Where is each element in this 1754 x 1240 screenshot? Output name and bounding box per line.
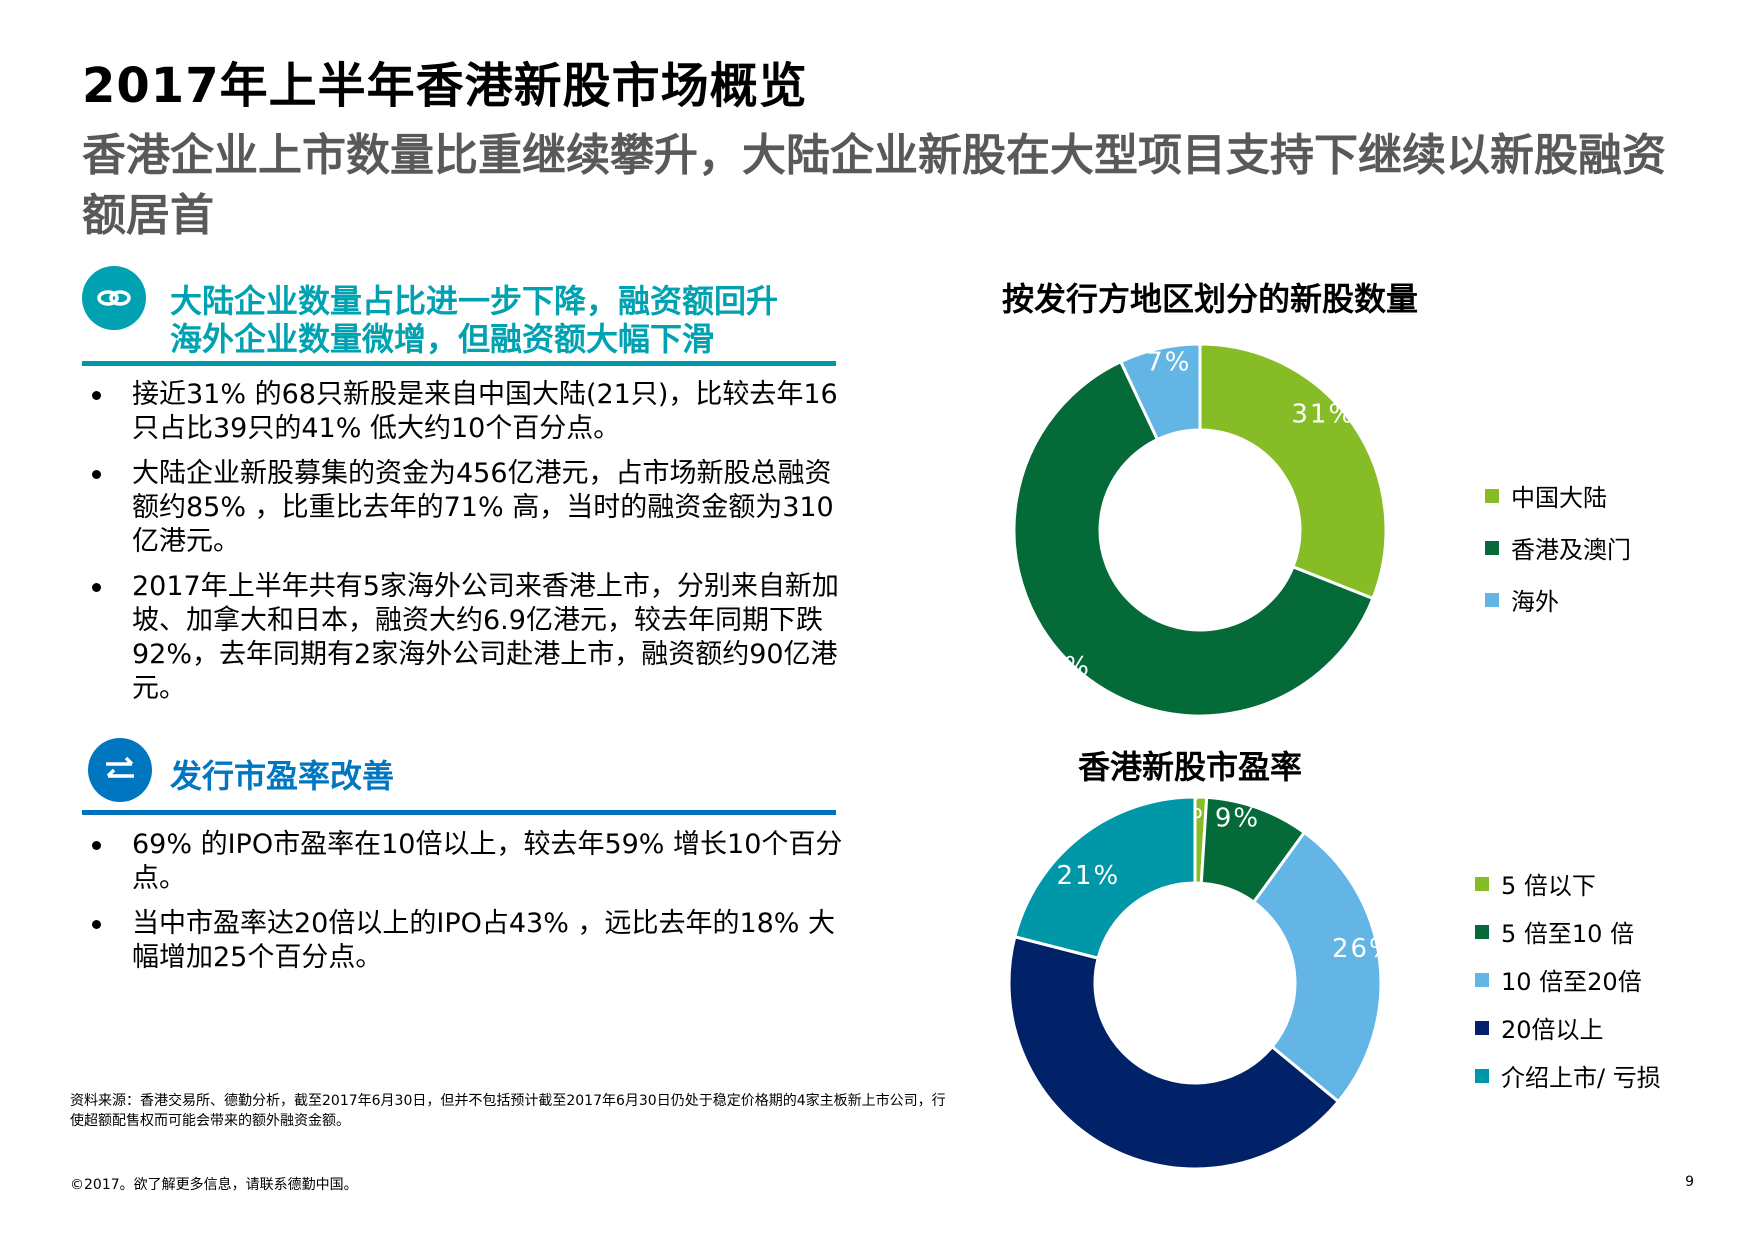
chart2-legend: 5 倍以下 5 倍至10 倍 10 倍至20倍 20倍以上介绍上市/ 亏损: [1475, 866, 1661, 1106]
page-number: 9: [1685, 1174, 1694, 1190]
slice-label: 7%: [1146, 347, 1191, 377]
pe-ratio-donut-chart: 1%9%26%43%21%: [1007, 795, 1395, 1183]
section2-bullet-list: 69% 的IPO市盈率在10倍以上，较去年59% 增长10个百分点。 当中市盈率…: [88, 828, 848, 986]
page-title: 2017年上半年香港新股市场概览: [82, 58, 808, 114]
legend-swatch: [1475, 876, 1489, 891]
swap-arrows-icon-glyph: [106, 756, 134, 778]
legend-swatch: [1475, 1020, 1489, 1035]
legend-label: 10 倍至20倍: [1501, 968, 1642, 996]
legend-item: 10 倍至20倍: [1475, 962, 1661, 997]
section1-heading-line2: 海外企业数量微增，但融资额大幅下滑: [170, 320, 715, 358]
donut-slice: [1007, 934, 1341, 1171]
donut-slice: [1118, 342, 1202, 442]
legend-label: 20倍以上: [1501, 1016, 1604, 1044]
list-item: 大陆企业新股募集的资金为456亿港元，占市场新股总融资额约85% ，比重比去年的…: [88, 457, 848, 559]
section1-heading-line1: 大陆企业数量占比进一步下降，融资额回升: [170, 282, 779, 320]
legend-label: 介绍上市/ 亏损: [1501, 1064, 1661, 1092]
section1-divider: [82, 361, 836, 366]
list-item: 69% 的IPO市盈率在10倍以上，较去年59% 增长10个百分点。: [88, 828, 848, 896]
chart2-title: 香港新股市盈率: [1077, 748, 1302, 786]
legend-label: 中国大陆: [1511, 484, 1607, 512]
legend-label: 5 倍至10 倍: [1501, 920, 1635, 948]
section1-heading: 大陆企业数量占比进一步下降，融资额回升 海外企业数量微增，但融资额大幅下滑: [170, 282, 778, 358]
legend-item: 介绍上市/ 亏损: [1475, 1058, 1661, 1093]
list-item: 2017年上半年共有5家海外公司来香港上市，分别来自新加坡、加拿大和日本，融资大…: [88, 570, 848, 706]
chart1-title: 按发行方地区划分的新股数量: [1001, 280, 1418, 318]
list-item: 接近31% 的68只新股是来自中国大陆(21只)，比较去年16只占比39只的41…: [88, 378, 848, 446]
copyright-footer: ©2017。欲了解更多信息，请联系德勤中国。: [70, 1177, 358, 1193]
page-subtitle: 香港企业上市数量比重继续攀升，大陆企业新股在大型项目支持下继续以新股融资额居首: [82, 130, 1666, 241]
slice-label: 9%: [1215, 803, 1260, 833]
section2-divider: [82, 810, 836, 815]
legend-swatch: [1475, 972, 1489, 987]
list-item: 当中市盈率达20倍以上的IPO占43% ，远比去年的18% 大幅增加25个百分点…: [88, 907, 848, 975]
section1-bullet-list: 接近31% 的68只新股是来自中国大陆(21只)，比较去年16只占比39只的41…: [88, 378, 848, 717]
slice-label: 26%: [1332, 934, 1395, 964]
donut-slice: [1198, 342, 1388, 601]
legend-label: 香港及澳门: [1511, 536, 1631, 564]
slice-label: 62%: [1027, 652, 1091, 682]
donut-slice: [1013, 795, 1197, 960]
legend-item: 5 倍至10 倍: [1475, 914, 1661, 949]
link-icon: [82, 266, 146, 330]
legend-swatch: [1475, 1068, 1489, 1083]
legend-swatch: [1485, 488, 1499, 503]
legend-label: 5 倍以下: [1501, 872, 1596, 900]
slice-label: 43%: [1097, 1160, 1161, 1183]
source-note: 资料来源：香港交易所、德勤分析，截至2017年6月30日，但并不包括预计截至20…: [70, 1093, 946, 1129]
legend-item: 5 倍以下: [1475, 866, 1661, 901]
slice-label: 31%: [1291, 400, 1355, 430]
section2-heading: 发行市盈率改善: [170, 757, 395, 795]
chart1-legend: 中国大陆香港及澳门海外: [1485, 478, 1631, 634]
legend-item: 香港及澳门: [1485, 530, 1631, 565]
donut-slice: [1251, 830, 1383, 1104]
slice-label: 21%: [1056, 861, 1120, 891]
region-donut-chart: 31% 62% 7%: [1012, 342, 1388, 718]
swap-arrows-icon: [88, 738, 152, 802]
legend-swatch: [1485, 540, 1499, 555]
legend-item: 海外: [1485, 582, 1631, 617]
donut-slice: [1012, 359, 1375, 718]
legend-item: 20倍以上: [1475, 1010, 1661, 1045]
legend-label: 海外: [1511, 588, 1559, 616]
legend-item: 中国大陆: [1485, 478, 1631, 513]
link-icon-glyph: [97, 290, 131, 306]
legend-swatch: [1475, 924, 1489, 939]
legend-swatch: [1485, 592, 1499, 607]
